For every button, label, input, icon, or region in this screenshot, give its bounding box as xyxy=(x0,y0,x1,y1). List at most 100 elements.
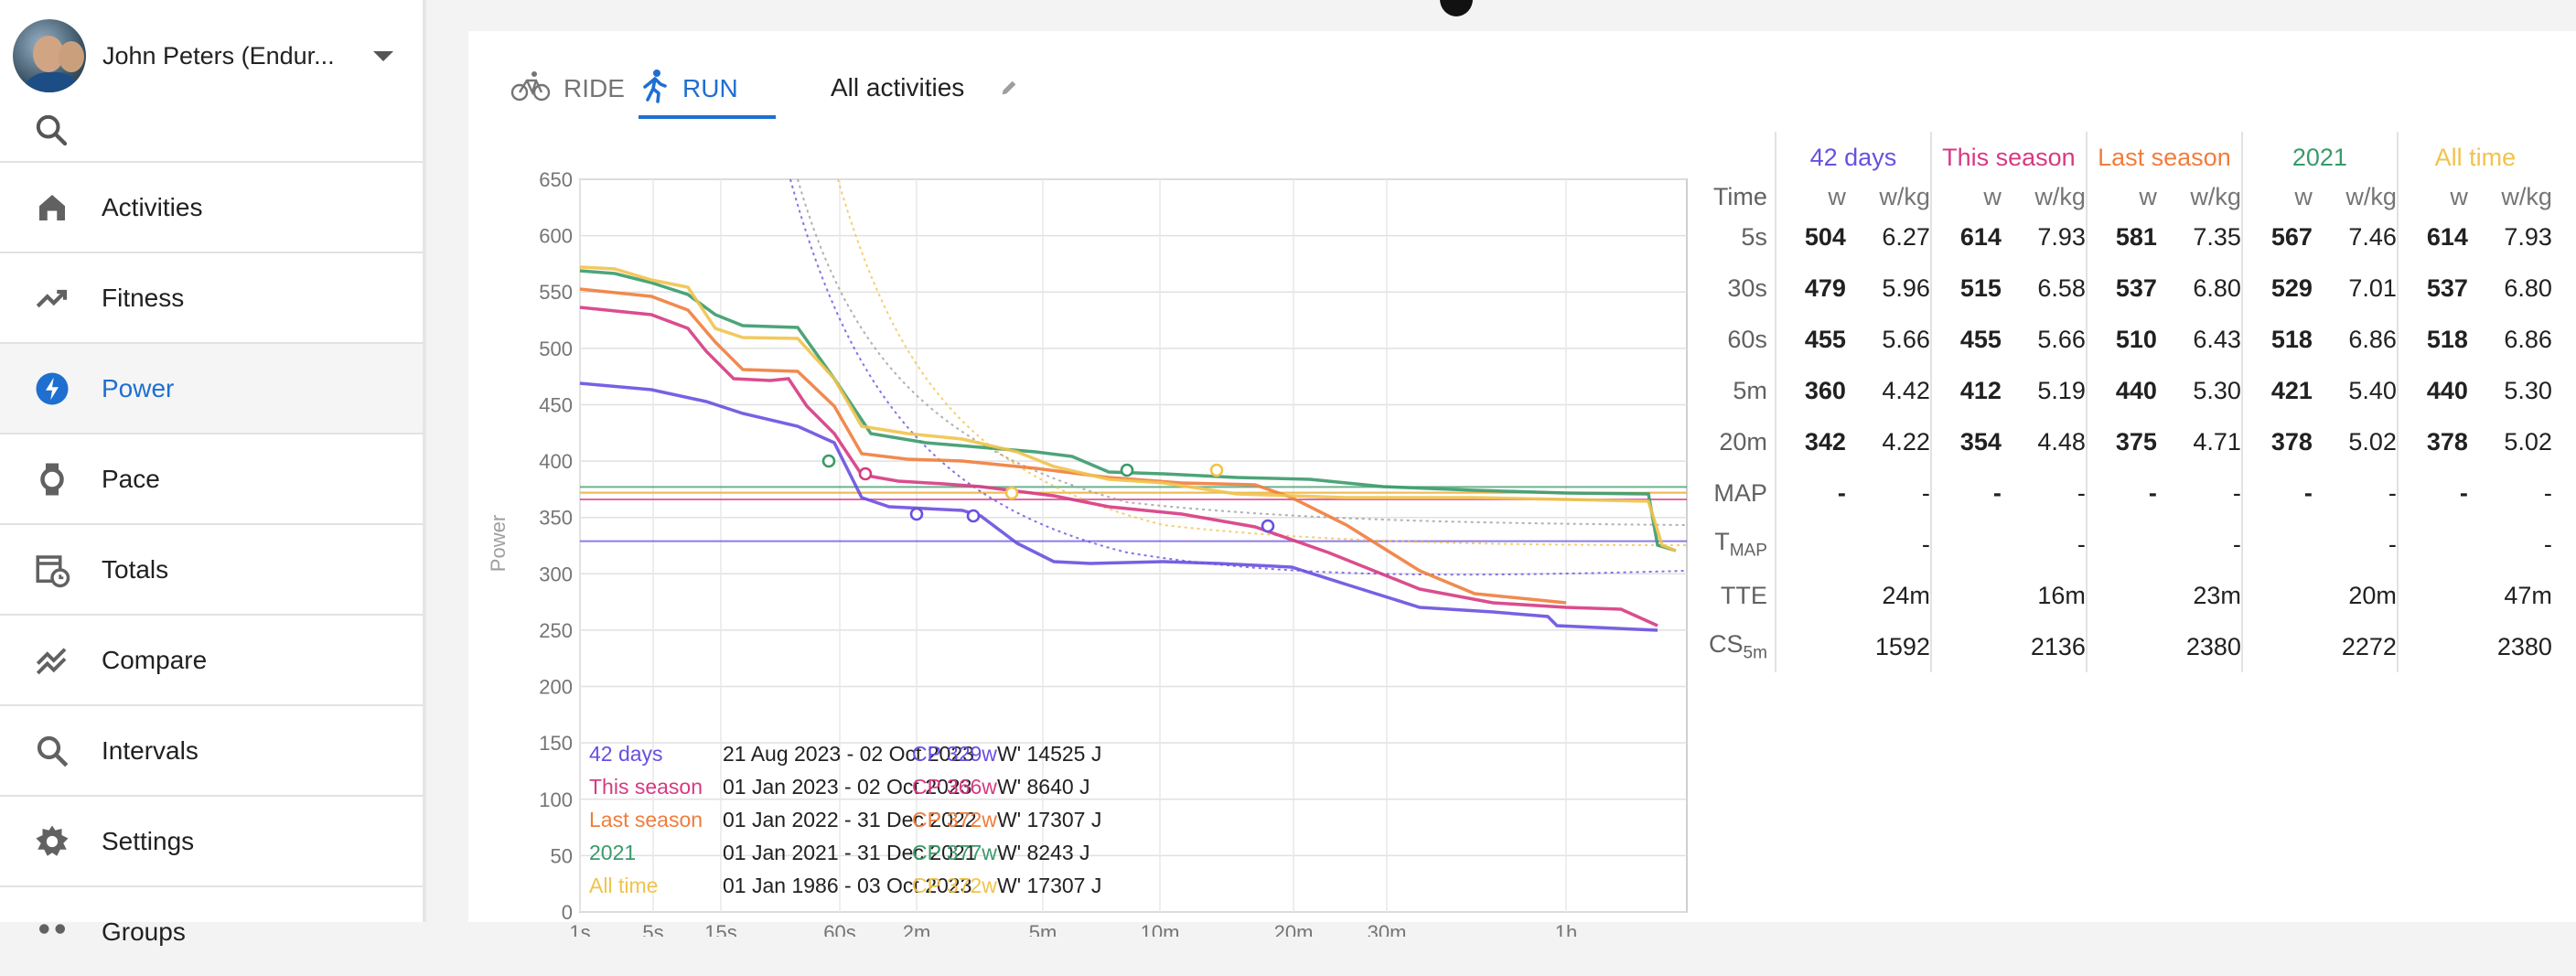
power-curve xyxy=(579,381,1658,632)
unit-w: w xyxy=(2396,183,2468,211)
stat-blank xyxy=(1929,519,2002,570)
stat-watts: 581 xyxy=(2085,211,2157,263)
legend-wprime: W' 14525 J xyxy=(997,742,1101,766)
sidebar-item-groups[interactable]: Groups xyxy=(0,885,423,976)
tmap-row: TMAP - - - - - xyxy=(1709,519,2552,570)
y-tick-label: 600 xyxy=(539,225,573,248)
tmap-row-value: - xyxy=(2232,530,2241,558)
legend-wprime: W' 8243 J xyxy=(997,841,1090,864)
sidebar-item-fitness[interactable]: Fitness xyxy=(0,252,423,342)
stat-wkg: 6.58 xyxy=(2037,273,2086,302)
power-curve xyxy=(579,265,1677,552)
stat-watts: 515 xyxy=(1929,263,2002,314)
watch-icon xyxy=(33,460,71,499)
model-curve xyxy=(837,178,1688,546)
unit-w: w xyxy=(2240,183,2313,211)
sidebar-item-intervals[interactable]: Intervals xyxy=(0,704,423,795)
user-menu[interactable]: John Peters (Endur... xyxy=(13,18,415,93)
stats-row-label: 5m xyxy=(1733,376,1767,404)
sidebar-item-label: Totals xyxy=(102,554,169,584)
legend-cp: CP 366w xyxy=(912,775,997,799)
x-tick-label: 5s xyxy=(642,921,663,937)
stat-watts: - xyxy=(1929,467,2002,519)
sidebar-item-compare[interactable]: Compare xyxy=(0,614,423,704)
stats-row-label: 60s xyxy=(1727,325,1767,353)
cs-row-value: 2136 xyxy=(2030,632,2086,660)
pencil-icon[interactable] xyxy=(999,75,1019,104)
tte-row-value: 24m xyxy=(1882,581,1930,609)
stat-blank xyxy=(2085,519,2157,570)
stat-wkg: 4.48 xyxy=(2037,427,2086,456)
sidebar-item-label: Fitness xyxy=(102,283,185,312)
tte-row-value: 23m xyxy=(2193,581,2241,609)
sidebar-item-totals[interactable]: Totals xyxy=(0,523,423,614)
stat-wkg: 5.19 xyxy=(2037,376,2086,404)
tab-run[interactable]: RUN xyxy=(640,66,738,112)
stat-wkg: 7.46 xyxy=(2348,222,2397,251)
stat-wkg: 5.30 xyxy=(2504,376,2552,404)
sidebar-item-settings[interactable]: Settings xyxy=(0,795,423,885)
sidebar-item-label: Intervals xyxy=(102,735,199,765)
curve-marker xyxy=(966,509,981,523)
y-tick-label: 550 xyxy=(539,281,573,304)
stat-wkg: 5.02 xyxy=(2504,427,2552,456)
stat-wkg: 6.27 xyxy=(1882,222,1930,251)
sidebar-item-label: Settings xyxy=(102,826,195,855)
unit-wkg: w/kg xyxy=(2190,183,2241,210)
stat-wkg: 7.93 xyxy=(2504,222,2552,251)
legend-date-range: 01 Jan 1986 - 03 Oct 2023 xyxy=(723,874,971,897)
sidebar-item-pace[interactable]: Pace xyxy=(0,433,423,523)
legend-series-name: All time xyxy=(589,874,658,897)
unit-w: w xyxy=(1774,183,1846,211)
sidebar-item-label: Power xyxy=(102,373,175,402)
stat-wkg: 7.93 xyxy=(2037,222,2086,251)
y-tick-label: 400 xyxy=(539,450,573,473)
tab-ride[interactable]: RIDE xyxy=(510,66,625,112)
stat-watts: 455 xyxy=(1929,314,2002,365)
y-tick-label: 350 xyxy=(539,507,573,530)
y-tick-label: 200 xyxy=(539,676,573,699)
legend-series-name: Last season xyxy=(589,808,703,831)
search-icon[interactable] xyxy=(33,112,70,148)
tmap-row-value: - xyxy=(2077,530,2086,558)
avatar xyxy=(13,19,86,92)
stat-blank xyxy=(1929,570,2002,621)
stat-wkg: - xyxy=(2232,478,2241,507)
stat-wkg: 6.86 xyxy=(2348,325,2397,353)
x-tick-label: 5m xyxy=(1029,921,1057,937)
cs-row: CS5m 1592 2136 2380 2272 2380 xyxy=(1709,621,2552,672)
stat-wkg: 5.30 xyxy=(2193,376,2241,404)
bike-icon xyxy=(510,70,551,109)
x-tick-label: 1s xyxy=(569,921,590,937)
sidebar-nav: Activities Fitness Power Pace Totals Compare I… xyxy=(0,161,423,976)
sidebar-item-activities[interactable]: Activities xyxy=(0,161,423,252)
stat-watts: 510 xyxy=(2085,314,2157,365)
user-name: John Peters (Endur... xyxy=(102,41,335,70)
stat-wkg: - xyxy=(2077,478,2086,507)
stat-watts: 378 xyxy=(2396,416,2468,467)
activity-filter[interactable]: All activities xyxy=(831,73,1016,102)
bolt-icon xyxy=(33,370,71,408)
tmap-row-label: TMAP xyxy=(1714,527,1767,561)
tab-run-label: RUN xyxy=(682,74,738,102)
trending-up-icon xyxy=(33,279,71,317)
stats-period-header: 42 days xyxy=(1774,132,1931,183)
stat-wkg: 6.80 xyxy=(2504,273,2552,302)
stat-watts: 614 xyxy=(1929,211,2002,263)
sidebar-item-power[interactable]: Power xyxy=(0,342,423,433)
stat-watts: 455 xyxy=(1774,314,1846,365)
unit-wkg: w/kg xyxy=(2501,183,2552,210)
cs-row-value: 2380 xyxy=(2185,632,2241,660)
power-chart-svg: 0 50 100 150 200 250 300 350 400 450 500 550 600 650 1… xyxy=(487,168,1688,944)
stat-wkg: 5.66 xyxy=(1882,325,1930,353)
stat-blank xyxy=(2396,519,2468,570)
y-tick-label: 100 xyxy=(539,788,573,811)
tab-ride-label: RIDE xyxy=(564,74,625,102)
tte-row-value: 47m xyxy=(2504,581,2552,609)
x-tick-label: 30m xyxy=(1368,921,1407,937)
tmap-row-value: - xyxy=(2543,530,2552,558)
x-tick-label: 1h xyxy=(1555,921,1577,937)
stat-blank xyxy=(1774,621,1846,672)
chevron-down-icon[interactable] xyxy=(373,50,393,61)
sidebar-item-label: Compare xyxy=(102,645,208,674)
